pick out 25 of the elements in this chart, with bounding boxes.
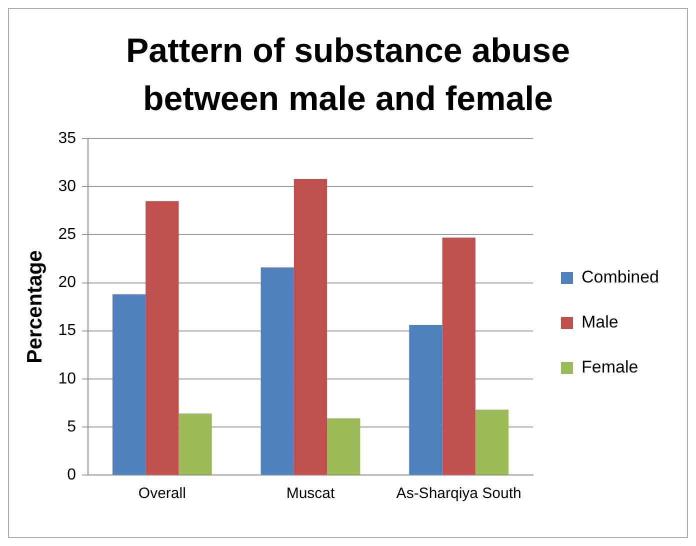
bar <box>146 201 179 474</box>
bar <box>475 410 509 474</box>
y-axis-title: Percentage <box>23 250 46 364</box>
legend-label: Male <box>582 312 618 332</box>
y-tick-label: 35 <box>58 130 76 148</box>
y-tick-label: 30 <box>58 178 76 196</box>
x-tick-label: Overall <box>138 485 186 502</box>
y-tick-label: 25 <box>58 226 76 244</box>
y-tick-label: 15 <box>58 322 76 340</box>
x-tick-label: Muscat <box>286 485 336 502</box>
bar <box>327 418 360 474</box>
bar <box>294 178 328 474</box>
legend-label: Combined <box>582 268 660 287</box>
bar <box>409 325 442 474</box>
bar <box>442 238 476 474</box>
y-tick-label: 10 <box>58 370 76 388</box>
y-tick-label: 0 <box>67 466 76 484</box>
bar <box>260 267 294 474</box>
legend-label: Female <box>582 358 638 377</box>
chart-title: Pattern of substance abuse between male and female <box>124 31 571 120</box>
x-tick-label: As-Sharqiya South <box>396 485 522 502</box>
y-tick-label: 20 <box>58 274 76 292</box>
bar <box>112 294 146 474</box>
y-tick-label: 5 <box>67 418 76 436</box>
bar <box>178 413 212 474</box>
